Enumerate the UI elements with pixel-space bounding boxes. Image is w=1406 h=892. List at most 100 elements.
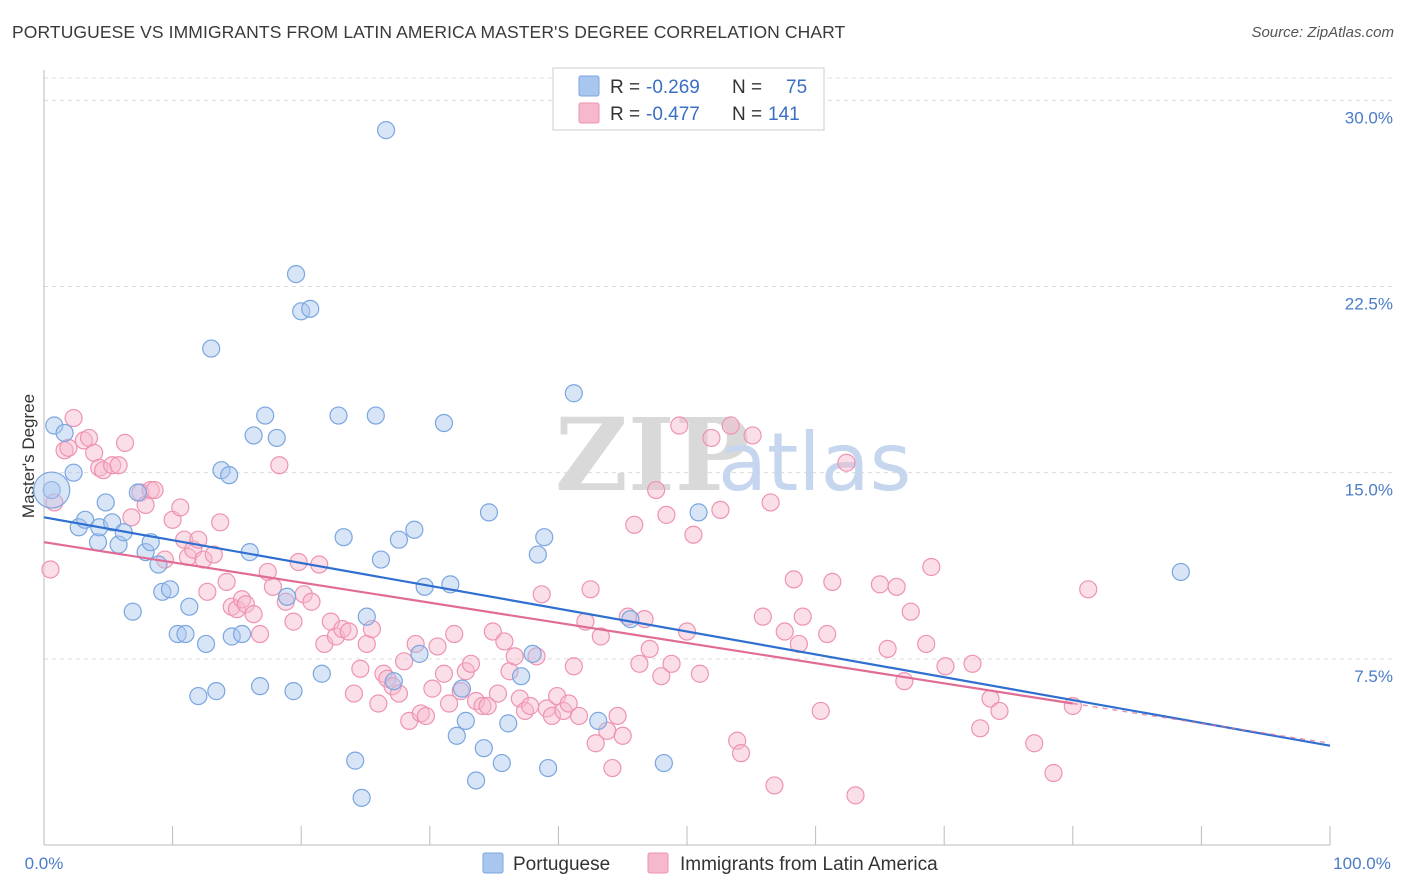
portuguese-point: [244, 426, 263, 445]
portuguese-point: [535, 528, 554, 547]
latin-america-point: [936, 657, 955, 676]
legend-n-label-pink: N =: [732, 104, 762, 125]
latin-america-point: [302, 592, 321, 611]
latin-america-point: [690, 664, 709, 683]
latin-america-point: [917, 634, 936, 654]
latin-america-point: [515, 701, 535, 721]
portuguese-point: [123, 602, 142, 621]
latin-america-point: [922, 557, 941, 577]
latin-america-point: [434, 664, 454, 683]
portuguese-point: [499, 714, 518, 733]
portuguese-point-large: [33, 471, 71, 509]
trend-lines: [43, 516, 1331, 747]
latin-america-point: [670, 416, 689, 435]
latin-america-point: [613, 726, 632, 745]
latin-america-point: [423, 679, 442, 698]
bottom-legend-label-portuguese: Portuguese: [513, 854, 610, 875]
portuguese-point: [232, 624, 252, 644]
portuguese-point: [284, 682, 303, 701]
portuguese-point: [301, 299, 320, 318]
portuguese-point: [176, 624, 195, 644]
portuguese-point: [564, 384, 583, 403]
portuguese-point: [479, 503, 499, 522]
latin-america-point: [488, 684, 508, 703]
portuguese-point: [376, 121, 396, 140]
latin-america-point: [483, 622, 502, 641]
portuguese-point: [45, 416, 64, 435]
portuguese-point: [346, 751, 365, 770]
latin-america-point: [171, 498, 190, 517]
latin-america-point: [103, 456, 122, 475]
latin-america-point: [1044, 763, 1063, 783]
latin-america-point: [625, 515, 644, 534]
latin-america-point: [211, 513, 230, 532]
latin-america-point: [445, 624, 464, 644]
latin-america-point: [250, 624, 270, 644]
latin-america-point: [990, 701, 1009, 721]
y-tick-label: 7.5%: [1354, 667, 1393, 686]
watermark: ZIP atlas: [555, 396, 911, 514]
portuguese-point: [512, 667, 531, 686]
portuguese-point: [371, 550, 391, 569]
latin-america-point: [532, 585, 551, 604]
portuguese-point: [405, 520, 424, 539]
watermark-atlas: atlas: [718, 416, 911, 509]
latin-america-point: [711, 500, 730, 520]
x-tick-label-max: 100.0%: [1333, 854, 1391, 873]
portuguese-point: [456, 711, 475, 730]
legend-r-value-blue: -0.269: [646, 77, 700, 98]
portuguese-point: [42, 480, 61, 500]
latin-america-point: [608, 706, 627, 726]
latin-america-point: [428, 637, 447, 656]
latin-america-point: [64, 408, 83, 428]
legend: R = -0.269 N = 75 R = -0.477 N = 141: [552, 67, 825, 131]
latin-america-point: [109, 456, 128, 475]
legend-r-value-pink: -0.477: [646, 104, 700, 125]
latin-america-point: [198, 582, 217, 601]
latin-america-point: [122, 508, 141, 527]
portuguese-point: [474, 739, 493, 758]
latin-america-point: [521, 696, 540, 716]
portuguese-point: [277, 587, 297, 606]
latin-america-point: [640, 639, 659, 659]
bottom-legend: Portuguese Immigrants from Latin America: [482, 852, 938, 875]
portuguese-point: [357, 607, 376, 626]
latin-america-point: [227, 600, 246, 619]
y-axis-label: Master's Degree: [19, 394, 38, 518]
latin-america-point: [818, 624, 837, 644]
portuguese-point: [196, 634, 216, 654]
latin-america-point: [784, 570, 803, 589]
portuguese-point: [55, 423, 74, 443]
portuguese-point: [589, 711, 608, 730]
latin-america-point: [505, 647, 524, 666]
latin-america-point: [753, 607, 772, 626]
portuguese-point: [312, 664, 331, 683]
latin-america-point: [339, 622, 358, 641]
trend-line-portuguese: [43, 516, 1331, 747]
portuguese-point: [410, 644, 429, 663]
latin-america-point: [204, 545, 223, 564]
latin-america-point: [564, 657, 583, 676]
portuguese-point: [103, 513, 122, 532]
latin-america-point: [236, 595, 256, 614]
portuguese-point: [286, 264, 306, 284]
latin-america-point: [793, 607, 812, 626]
latin-america-point: [684, 525, 703, 544]
latin-america-point: [439, 694, 459, 713]
portuguese-point: [128, 483, 147, 502]
portuguese-point: [96, 493, 115, 512]
portuguese-point: [621, 610, 640, 629]
portuguese-point: [389, 530, 409, 549]
portuguese-point: [366, 406, 385, 425]
legend-n-label-blue: N =: [732, 77, 762, 98]
x-tick-label-min: 0.0%: [25, 854, 64, 873]
y-tick-labels: 7.5% 15.0% 22.5% 30.0%: [1345, 108, 1393, 685]
portuguese-point: [267, 428, 286, 448]
latin-america-point: [630, 654, 649, 673]
latin-america-point: [846, 786, 865, 805]
trend-line-latin-america: [43, 541, 1073, 705]
portuguese-point: [352, 788, 371, 807]
series-latin-america-points: [41, 408, 1098, 805]
latin-america-point: [244, 605, 263, 624]
